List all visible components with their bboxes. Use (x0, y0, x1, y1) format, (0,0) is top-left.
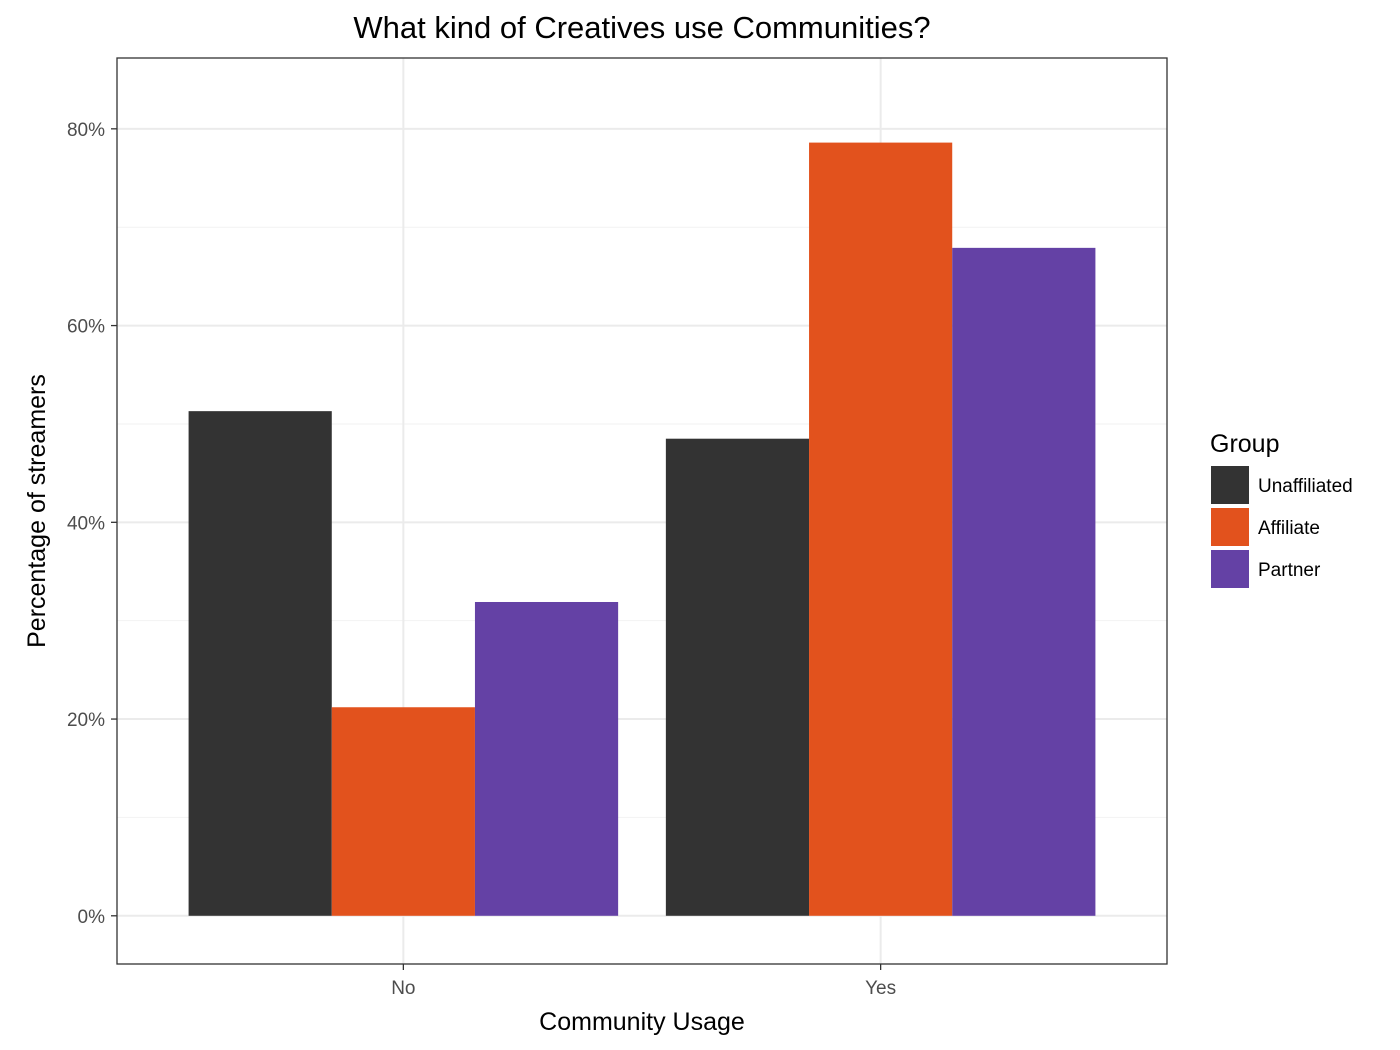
plot-panel-border (116, 57, 1168, 965)
legend-key-unaffiliated (1211, 466, 1249, 504)
y-axis-title: Percentage of streamers (23, 374, 51, 648)
y-tick-label: 20% (67, 710, 105, 731)
y-tick-label: 60% (67, 317, 105, 338)
x-tick-label: Yes (865, 978, 896, 999)
y-tick-label: 40% (67, 513, 105, 534)
bar-partner-no (474, 601, 619, 916)
bar-affiliate-yes (809, 142, 953, 916)
legend-label-partner: Partner (1258, 560, 1321, 581)
legend-key-affiliate (1211, 508, 1249, 546)
legend-title: Group (1210, 430, 1279, 458)
y-tick-label: 0% (78, 907, 106, 928)
chart-title: What kind of Creatives use Communities? (353, 10, 930, 45)
legend-label-affiliate: Affiliate (1258, 518, 1320, 539)
axis-ticks: 0% 20% 40% 60% 80% No Yes (67, 120, 896, 999)
bar-partner-yes (952, 247, 1096, 916)
x-axis-title: Community Usage (539, 1008, 745, 1036)
x-tick-label: No (391, 978, 415, 999)
bars (188, 142, 1096, 916)
legend: Group Unaffiliated Affiliate Partner (1210, 430, 1353, 588)
bar-affiliate-no (331, 707, 475, 916)
legend-label-unaffiliated: Unaffiliated (1258, 476, 1353, 497)
legend-key-partner (1211, 550, 1249, 588)
bar-unaffiliated-yes (665, 438, 810, 916)
y-tick-label: 80% (67, 120, 105, 141)
bar-unaffiliated-no (188, 411, 332, 916)
